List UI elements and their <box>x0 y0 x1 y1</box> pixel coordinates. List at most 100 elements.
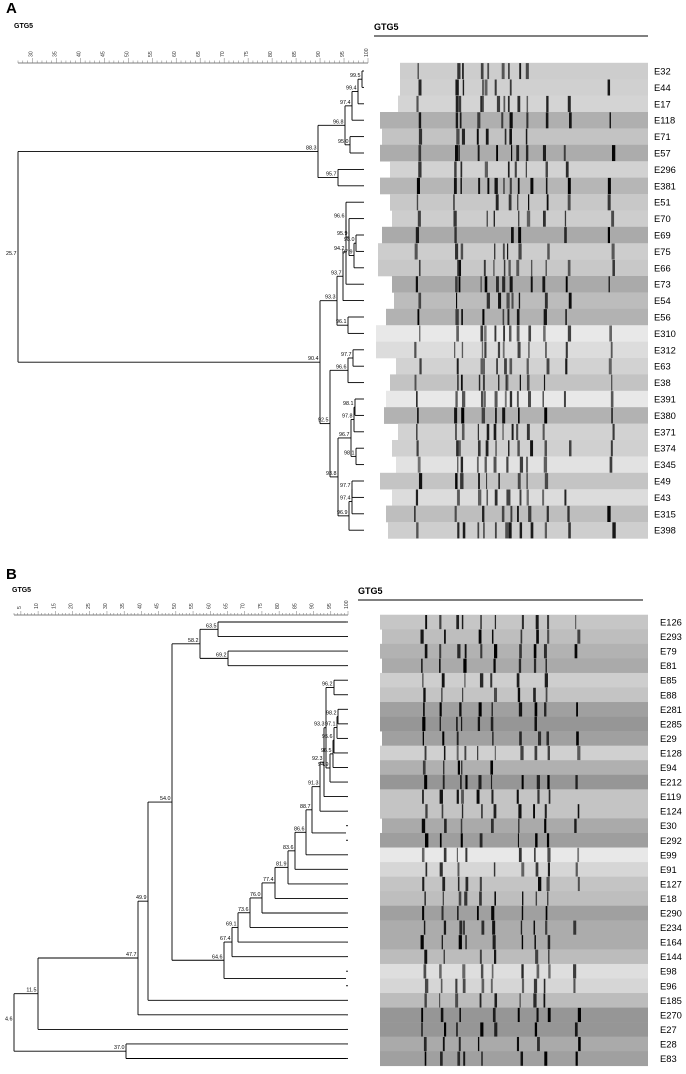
panel-b-gel-lane-background <box>380 891 648 907</box>
panel-a-scale-tick-label: 40 <box>76 51 82 57</box>
panel-a-gel-band <box>417 210 421 227</box>
panel-a-node-similarity-label: 93.7 <box>331 270 342 276</box>
panel-a-gel-image <box>376 62 648 539</box>
panel-b-gel-band <box>492 920 496 935</box>
panel-a-gel-band <box>519 63 522 80</box>
panel-b-gel-band <box>463 1051 466 1066</box>
panel-b-gel-band <box>516 1036 520 1052</box>
panel-a-gel-lane-background <box>380 472 648 490</box>
panel-a-gel-band <box>517 95 521 112</box>
panel-a-gel-band <box>564 210 567 227</box>
panel-b-isolate-label: E88 <box>660 689 677 700</box>
panel-a-gel-band <box>565 309 567 326</box>
panel-b-gel-band <box>479 949 482 964</box>
panel-b-gel-band <box>479 876 482 892</box>
panel-a-node-similarity-label: 97.4 <box>340 496 351 502</box>
panel-a-gel-band <box>494 325 497 342</box>
panel-a-gel-band <box>508 63 510 80</box>
panel-b-gel-band <box>537 1036 540 1052</box>
panel-b-gel-band <box>465 935 467 950</box>
panel-b-gel-band <box>477 716 481 732</box>
panel-a-gel-band <box>611 243 615 260</box>
panel-a-gel-band <box>517 473 521 490</box>
panel-a-node-similarity-label: 97.7 <box>340 483 351 489</box>
panel-a-gel-lane <box>378 259 648 277</box>
panel-a-gel-band <box>567 95 571 112</box>
panel-b-gel-band <box>424 775 428 790</box>
panel-a-gel-band <box>418 79 422 96</box>
panel-a-gel-band <box>565 358 568 375</box>
panel-b-gel-band <box>462 978 466 994</box>
panel-a-gel-band <box>482 309 485 326</box>
panel-a-gel-band <box>415 489 419 506</box>
panel-a-group: 30 35 40 45 50 55 60 65 70 75 80 85 90 95 100 E32 E44 E17… <box>6 35 676 539</box>
panel-a-gel-lane <box>380 112 648 129</box>
panel-a-gel-lane <box>392 210 648 228</box>
panel-b-gel-band <box>547 1007 551 1023</box>
panel-b-gel-lane-background <box>380 672 648 688</box>
panel-a-gel-band <box>460 161 463 178</box>
panel-a-gel-band <box>414 374 417 391</box>
panel-b-isolate-label: E290 <box>660 908 682 919</box>
panel-a-gel-band <box>506 456 509 473</box>
panel-a-gel-band <box>497 341 501 358</box>
panel-b-gel-band <box>464 745 467 761</box>
panel-b-label: B <box>6 566 17 583</box>
panel-b-node-similarity-label: 4.6 <box>5 1016 13 1022</box>
panel-a-gel-band <box>416 423 418 440</box>
panel-b-gel-band <box>575 615 577 630</box>
panel-b-isolate-label: E126 <box>660 617 682 628</box>
panel-a-gel-band <box>481 407 486 424</box>
panel-b-gel-lane-background <box>380 745 648 761</box>
panel-a-gel-band <box>486 292 490 309</box>
panel-b-gel-band <box>535 615 539 630</box>
panel-a-gel-band <box>477 440 481 457</box>
panel-a-gel-lane-background <box>376 341 648 359</box>
panel-a-isolate-label: E381 <box>654 180 676 191</box>
panel-b-gel-lane-background <box>382 658 648 674</box>
panel-a-gel-band <box>546 95 549 112</box>
panel-b-node-similarity-label: 97.1 <box>325 721 336 727</box>
panel-a-gel-band <box>478 473 480 490</box>
panel-b-gel-band <box>577 847 580 863</box>
panel-b-gel-band <box>536 775 540 790</box>
panel-a-node-similarity-label: 98.1 <box>343 401 354 407</box>
panel-b-gel-band <box>547 629 550 644</box>
panel-a-gel-band <box>519 489 522 506</box>
panel-a-gel-band <box>453 210 457 227</box>
panel-b-isolate-label: E91 <box>660 864 677 875</box>
panel-b-gel-band <box>533 644 537 659</box>
panel-a-gel-band <box>461 309 463 326</box>
panel-b-gel-band <box>464 673 466 688</box>
panel-a-isolate-label: E54 <box>654 295 671 306</box>
panel-a-gel-lane-background <box>396 358 648 375</box>
panel-a-gel-lane <box>398 95 648 113</box>
panel-b-isolate-label: E83 <box>660 1053 677 1064</box>
panel-b-gel-band <box>490 775 493 790</box>
panel-a-gel-band <box>419 358 422 375</box>
panel-a-gel-lane <box>392 276 648 293</box>
panel-a-gel-band <box>608 276 610 293</box>
panel-a-gel-band <box>516 391 519 408</box>
panel-b-gel-band <box>479 993 482 1008</box>
panel-b-gel-lane <box>380 672 648 688</box>
panel-b-isolate-label: E30 <box>660 820 677 831</box>
panel-a-gel-band <box>526 473 528 490</box>
panel-a-gel-band <box>493 210 495 227</box>
panel-a-isolate-label: E371 <box>654 426 676 437</box>
panel-a-gel-band <box>496 358 498 375</box>
panel-b-gel-band <box>477 745 479 761</box>
panel-b-gel-band <box>577 629 581 644</box>
panel-b-gel-lane-background <box>380 716 648 732</box>
panel-b-gel-band <box>543 993 546 1008</box>
panel-a-gel-band <box>526 210 531 227</box>
panel-b-gel-band <box>478 775 482 790</box>
panel-a-gel-band <box>530 259 533 276</box>
panel-a-gel-lane-background <box>378 259 648 277</box>
panel-b-gel-band <box>575 1051 578 1066</box>
panel-a-gel-lane-background <box>378 243 648 260</box>
panel-a-gel-band <box>457 456 459 473</box>
panel-b-scale-tick-label: 85 <box>292 603 298 609</box>
panel-a-node-similarity-label: 96.6 <box>336 364 347 370</box>
